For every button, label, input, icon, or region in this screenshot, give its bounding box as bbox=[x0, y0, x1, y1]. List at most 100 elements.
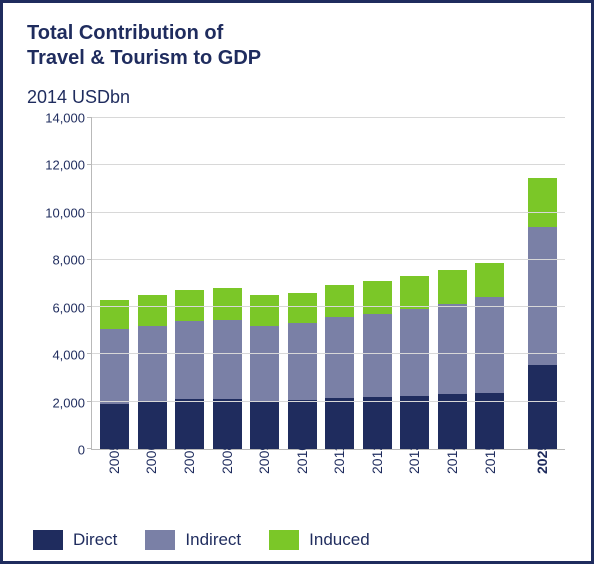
bar-segment-direct bbox=[175, 399, 204, 449]
x-tick-label: 2010 bbox=[294, 443, 310, 474]
x-slot: 2011 bbox=[320, 450, 358, 478]
x-slot: 2009 bbox=[245, 450, 283, 478]
stacked-bar bbox=[250, 295, 279, 449]
stacked-bar bbox=[438, 270, 467, 449]
y-tick-label: 12,000 bbox=[45, 158, 85, 173]
bar-segment-direct bbox=[213, 399, 242, 449]
x-slot: 2006 bbox=[133, 450, 171, 478]
x-tick-label: 2008 bbox=[219, 443, 235, 474]
bar-segment-induced bbox=[363, 281, 392, 314]
stacked-bar bbox=[100, 300, 129, 449]
grid-line bbox=[92, 306, 565, 307]
bar-segment-induced bbox=[325, 285, 354, 317]
bar-slot bbox=[524, 118, 562, 449]
bar-segment-induced bbox=[250, 295, 279, 326]
title-line-1: Total Contribution of bbox=[27, 22, 223, 44]
stacked-bar bbox=[325, 285, 354, 449]
x-slot: 2025 bbox=[523, 450, 561, 478]
bar-slot bbox=[96, 118, 134, 449]
legend-item-direct: Direct bbox=[33, 530, 117, 550]
bar-segment-induced bbox=[475, 263, 504, 297]
bar-slot bbox=[434, 118, 472, 449]
x-slot: 2005 bbox=[95, 450, 133, 478]
y-tick-label: 6,000 bbox=[52, 300, 85, 315]
bar-segment-direct bbox=[325, 398, 354, 449]
x-tick-label: 2005 bbox=[106, 443, 122, 474]
bar-segment-induced bbox=[528, 178, 557, 228]
grid-line bbox=[92, 259, 565, 260]
stacked-bar bbox=[213, 288, 242, 449]
legend-swatch-induced bbox=[269, 530, 299, 550]
grid-line bbox=[92, 353, 565, 354]
bar-slot bbox=[396, 118, 434, 449]
x-tick-label: 2009 bbox=[256, 443, 272, 474]
bars-container bbox=[92, 118, 565, 449]
x-tick-label: 2015 bbox=[482, 443, 498, 474]
x-slot: 2013 bbox=[396, 450, 434, 478]
bar-segment-direct bbox=[438, 394, 467, 449]
bar-segment-indirect bbox=[400, 309, 429, 396]
bar-slot bbox=[246, 118, 284, 449]
plot-area bbox=[91, 118, 565, 450]
bar-segment-indirect bbox=[288, 323, 317, 400]
bar-slot bbox=[284, 118, 322, 449]
legend-swatch-indirect bbox=[145, 530, 175, 550]
stacked-bar bbox=[175, 290, 204, 449]
bar-segment-direct bbox=[528, 365, 557, 449]
grid-line bbox=[92, 164, 565, 165]
bar-segment-indirect bbox=[475, 297, 504, 393]
bar-segment-indirect bbox=[100, 329, 129, 404]
chart-title: Total Contribution of Travel & Tourism t… bbox=[27, 21, 571, 71]
bar-segment-indirect bbox=[138, 326, 167, 402]
bar-segment-indirect bbox=[175, 321, 204, 399]
bar-slot bbox=[209, 118, 247, 449]
legend-label-induced: Induced bbox=[309, 530, 370, 550]
x-slot: 2014 bbox=[433, 450, 471, 478]
x-slot: 2007 bbox=[170, 450, 208, 478]
stacked-bar bbox=[475, 263, 504, 449]
x-tick-label: 2025 bbox=[534, 443, 550, 474]
bar-segment-indirect bbox=[363, 314, 392, 397]
legend-item-induced: Induced bbox=[269, 530, 370, 550]
bar-segment-direct bbox=[363, 397, 392, 449]
y-tick-label: 2,000 bbox=[52, 395, 85, 410]
stacked-bar bbox=[528, 178, 557, 450]
x-tick-label: 2013 bbox=[406, 443, 422, 474]
x-tick-label: 2014 bbox=[444, 443, 460, 474]
bar-slot bbox=[321, 118, 359, 449]
y-tick-label: 8,000 bbox=[52, 253, 85, 268]
bar-segment-induced bbox=[138, 295, 167, 326]
x-gap bbox=[508, 450, 523, 478]
x-slot: 2015 bbox=[471, 450, 509, 478]
bar-segment-indirect bbox=[213, 320, 242, 399]
title-line-2: Travel & Tourism to GDP bbox=[27, 47, 261, 69]
bar-slot bbox=[171, 118, 209, 449]
grid-line bbox=[92, 401, 565, 402]
bar-segment-indirect bbox=[438, 304, 467, 394]
y-tick-label: 10,000 bbox=[45, 205, 85, 220]
x-tick-label: 2012 bbox=[369, 443, 385, 474]
y-tick-label: 4,000 bbox=[52, 348, 85, 363]
y-tick-label: 0 bbox=[78, 443, 85, 458]
legend-label-direct: Direct bbox=[73, 530, 117, 550]
grid-line bbox=[92, 117, 565, 118]
bar-slot bbox=[471, 118, 509, 449]
bar-segment-indirect bbox=[528, 227, 557, 365]
bar-gap bbox=[509, 118, 524, 449]
y-tick-mark bbox=[87, 448, 92, 449]
bar-segment-indirect bbox=[250, 326, 279, 402]
bar-segment-direct bbox=[288, 400, 317, 449]
x-tick-label: 2011 bbox=[331, 444, 347, 474]
bar-slot bbox=[359, 118, 397, 449]
bar-slot bbox=[134, 118, 172, 449]
y-tick-label: 14,000 bbox=[45, 111, 85, 126]
x-tick-label: 2007 bbox=[181, 443, 197, 474]
x-slot: 2010 bbox=[283, 450, 321, 478]
bar-segment-indirect bbox=[325, 317, 354, 398]
stacked-bar bbox=[138, 295, 167, 449]
chart-area: 02,0004,0006,0008,00010,00012,00014,000 … bbox=[33, 118, 565, 478]
x-tick-label: 2006 bbox=[143, 443, 159, 474]
legend-label-indirect: Indirect bbox=[185, 530, 241, 550]
x-slot: 2008 bbox=[208, 450, 246, 478]
legend-item-indirect: Indirect bbox=[145, 530, 241, 550]
